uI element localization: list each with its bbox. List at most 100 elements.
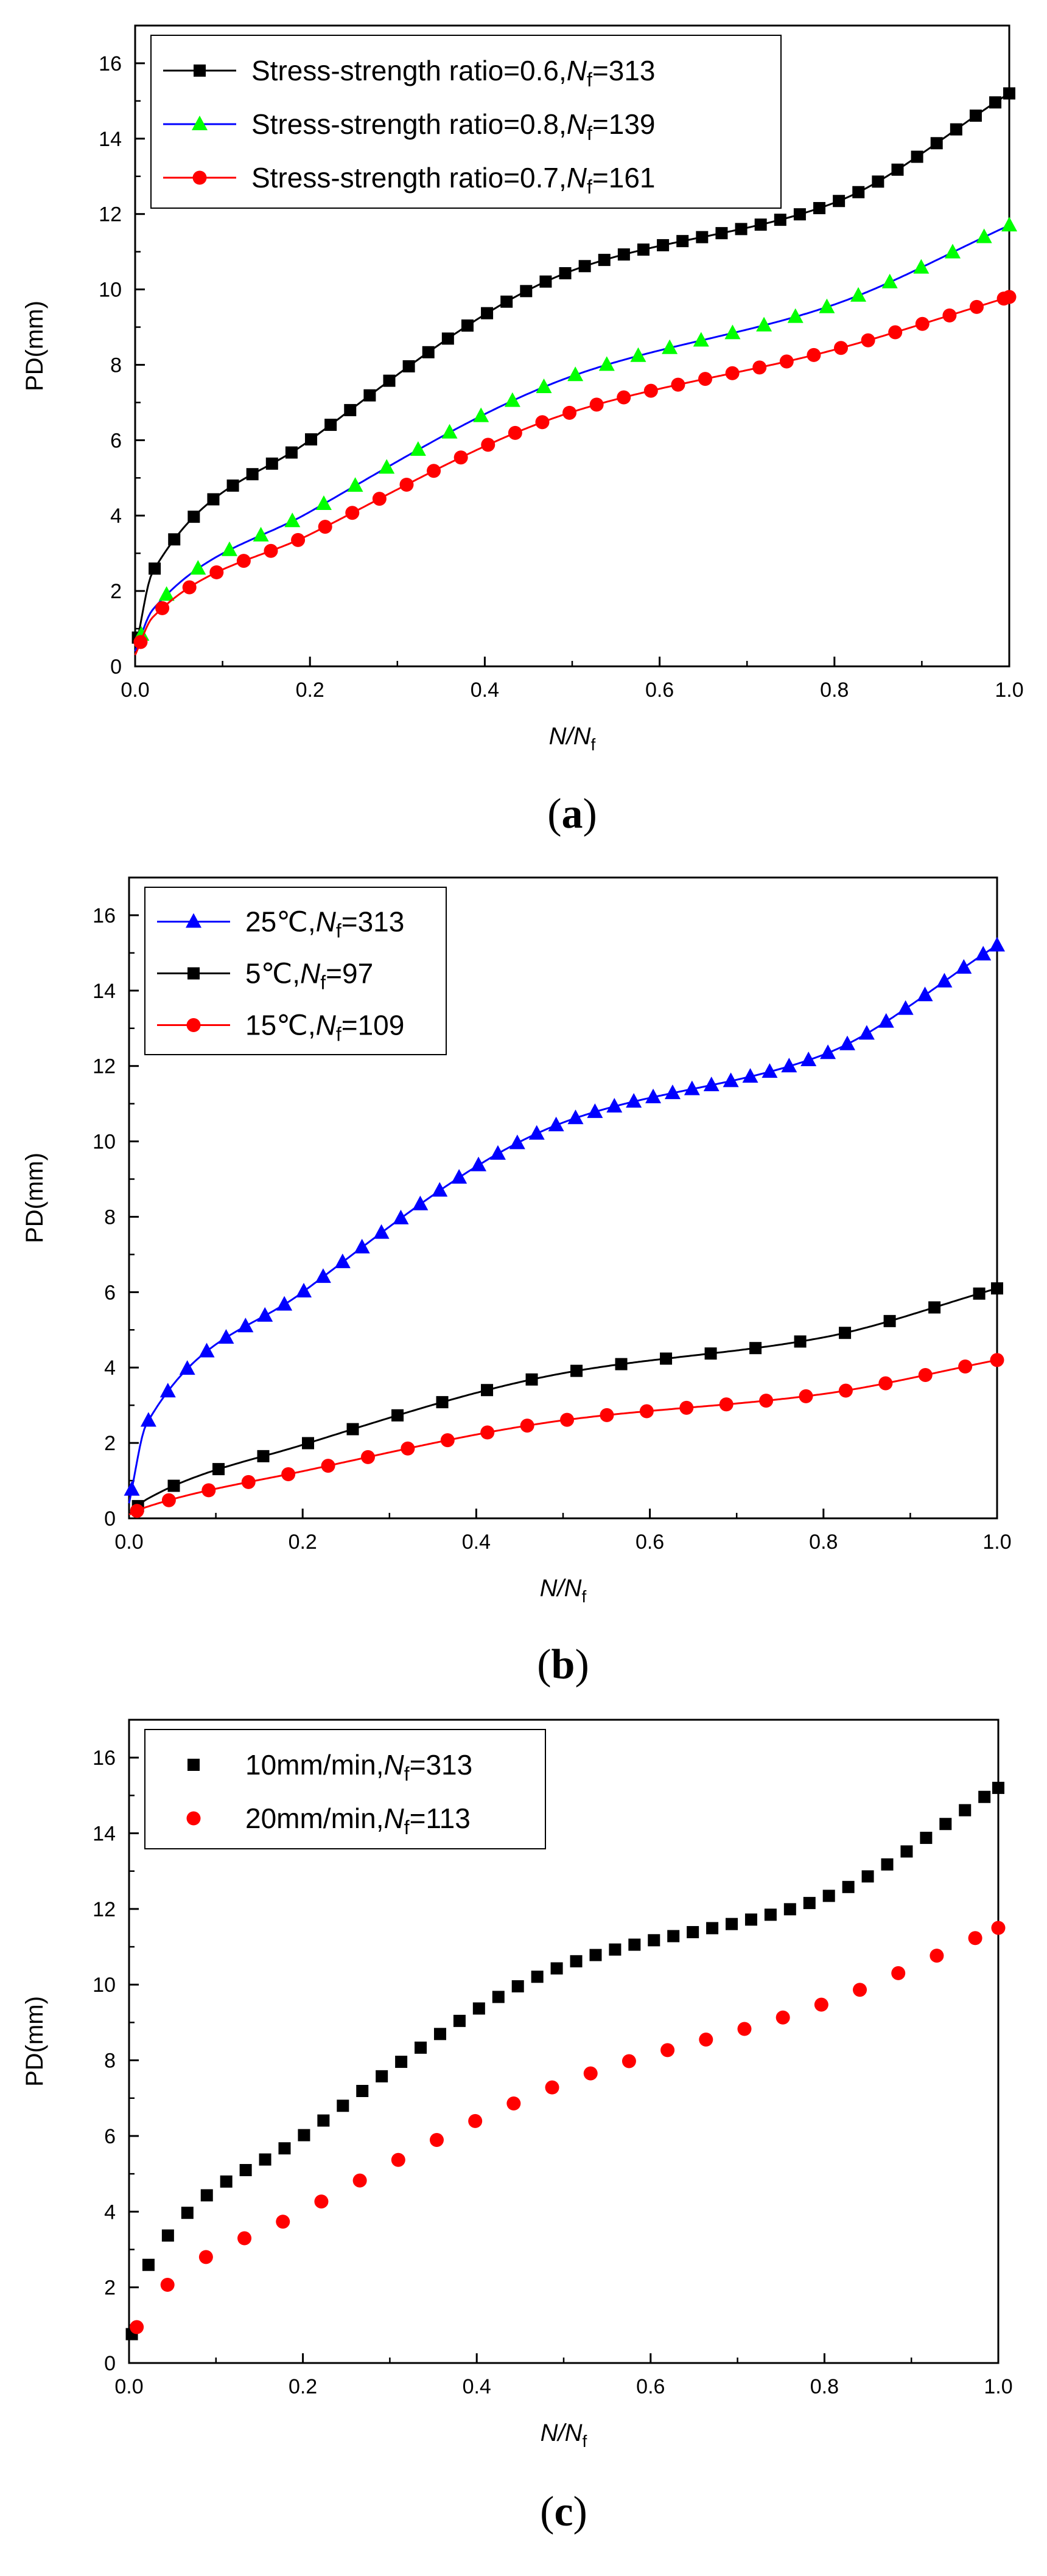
legend-nf-value: =139 xyxy=(592,108,656,140)
series-1 xyxy=(125,1781,1004,2340)
data-point xyxy=(480,1425,495,1440)
data-point xyxy=(539,275,552,288)
data-point xyxy=(583,2066,598,2081)
x-axis-label-N: N/ xyxy=(541,2420,567,2446)
data-point xyxy=(182,580,197,595)
data-point xyxy=(440,1433,455,1448)
data-point xyxy=(991,1921,1006,1935)
data-point xyxy=(220,2175,233,2188)
series-line xyxy=(134,296,1010,656)
y-tick-label: 8 xyxy=(104,2050,116,2073)
data-point xyxy=(218,1328,234,1344)
data-point xyxy=(861,1870,874,1883)
x-axis-label-Nf: N xyxy=(573,723,591,750)
data-point xyxy=(793,208,806,221)
data-point xyxy=(528,1125,545,1140)
y-tick-label: 4 xyxy=(104,2201,116,2224)
y-tick-label: 2 xyxy=(104,1432,116,1455)
data-point xyxy=(930,1949,944,1963)
data-point xyxy=(684,1080,700,1095)
y-tick-label: 14 xyxy=(93,1823,116,1846)
data-point xyxy=(567,1109,584,1125)
data-point xyxy=(410,441,426,456)
data-point xyxy=(168,533,181,546)
data-point xyxy=(628,1938,641,1951)
data-point xyxy=(989,96,1002,109)
data-point xyxy=(622,2054,636,2068)
data-point xyxy=(660,1352,673,1365)
legend-marker xyxy=(192,170,207,185)
data-point xyxy=(472,2002,485,2015)
data-point xyxy=(291,532,306,547)
data-point xyxy=(337,2100,349,2112)
legend-nf-sub: f xyxy=(404,1817,410,1838)
data-point xyxy=(415,2041,427,2054)
data-point xyxy=(436,1396,449,1409)
x-axis-label: N/Nf xyxy=(540,1575,587,1606)
legend-nf-symbol: N xyxy=(383,1749,404,1781)
data-point xyxy=(744,1913,757,1926)
data-point xyxy=(237,1318,254,1333)
data-point xyxy=(412,1195,429,1210)
data-point xyxy=(167,1479,180,1492)
data-point xyxy=(1002,290,1017,304)
data-point xyxy=(560,1412,575,1427)
legend-item: 10mm/min,Nf=313 xyxy=(187,1749,472,1785)
legend-nf-symbol: N xyxy=(567,162,587,194)
data-point xyxy=(281,1467,296,1481)
legend-name: Stress-strength ratio=0.7, xyxy=(251,162,567,194)
data-point xyxy=(698,372,713,386)
data-point xyxy=(302,1437,315,1450)
data-point xyxy=(600,1408,614,1422)
data-point xyxy=(968,1931,982,1946)
data-point xyxy=(324,419,337,431)
data-point xyxy=(779,354,794,369)
data-point xyxy=(589,397,604,412)
y-tick-label: 8 xyxy=(110,354,122,377)
data-point xyxy=(481,438,495,452)
x-axis-label-Nf: N xyxy=(565,2420,583,2446)
data-point xyxy=(345,506,360,520)
data-point xyxy=(471,1156,487,1171)
data-point xyxy=(693,332,709,347)
data-point xyxy=(774,214,786,226)
series-2 xyxy=(130,1921,1006,2334)
data-point xyxy=(160,2277,175,2292)
data-point xyxy=(221,541,237,556)
y-tick-label: 6 xyxy=(104,2125,116,2148)
legend-box xyxy=(144,1729,546,1849)
legend-nf-symbol: N xyxy=(567,55,587,86)
data-point xyxy=(321,1459,335,1473)
data-point xyxy=(648,1934,660,1947)
data-point xyxy=(226,479,239,492)
data-point xyxy=(500,295,513,308)
x-tick-label: 0.2 xyxy=(289,2375,317,2398)
y-tick-label: 16 xyxy=(93,904,116,927)
chart-a: 0 2 4 6 8 10 12 14 16 0.0 0.2 0.4 0.6 0.8 1.0 PD(mm) N/N… xyxy=(21,24,1024,837)
data-point xyxy=(833,195,846,208)
panel-paren-close: ) xyxy=(575,1641,589,1688)
data-point xyxy=(347,477,363,492)
x-tick-label: 0.8 xyxy=(810,2375,839,2398)
legend-nf-value: =109 xyxy=(341,1010,405,1041)
legend-item: 15℃,Nf=109 xyxy=(157,1010,404,1045)
data-point xyxy=(525,1373,538,1386)
y-tick-label: 12 xyxy=(93,1055,116,1078)
legend-nf-sub: f xyxy=(320,972,326,994)
data-point xyxy=(155,601,170,615)
series-3 xyxy=(128,1353,1004,1518)
legend-nf-sub: f xyxy=(336,920,341,942)
data-point xyxy=(878,1376,893,1391)
panel-letter: b xyxy=(552,1641,575,1688)
data-point xyxy=(314,2194,329,2209)
y-tick-label: 4 xyxy=(110,504,122,528)
data-point xyxy=(706,1922,719,1935)
series-line xyxy=(128,944,998,1504)
data-point xyxy=(676,235,689,248)
data-point xyxy=(209,565,224,579)
data-point xyxy=(296,1282,312,1297)
data-point xyxy=(639,1404,654,1419)
data-point xyxy=(881,1858,894,1871)
